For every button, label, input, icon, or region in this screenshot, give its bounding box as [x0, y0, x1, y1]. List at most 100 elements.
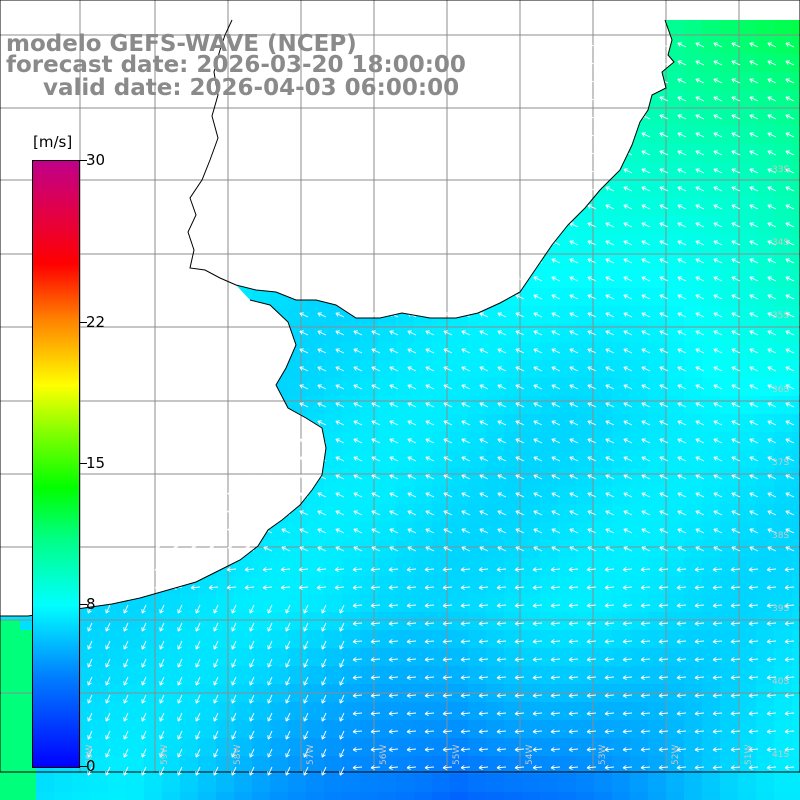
wind-arrow — [231, 622, 237, 632]
wind-arrow-head — [424, 641, 429, 644]
wind-arrow — [515, 456, 525, 462]
field-cell — [270, 612, 289, 631]
wind-arrow — [532, 712, 543, 715]
wind-arrow-head — [141, 646, 146, 650]
wind-arrow — [767, 528, 777, 534]
field-cell — [612, 702, 631, 721]
field-cell — [522, 612, 541, 631]
field-cell — [612, 486, 631, 505]
wind-arrow — [605, 366, 615, 372]
field-cell — [306, 792, 325, 800]
wind-arrow — [497, 348, 507, 354]
wind-arrow — [677, 438, 687, 444]
field-cell — [504, 648, 523, 667]
wind-arrow-head — [731, 204, 735, 209]
wind-arrow — [159, 622, 165, 632]
wind-arrow-head — [641, 294, 645, 299]
wind-arrow-head — [123, 718, 128, 722]
wind-arrow-head — [514, 605, 519, 608]
field-cell — [270, 594, 289, 613]
wind-arrow — [497, 510, 507, 516]
field-cell — [234, 792, 253, 800]
wind-arrow — [695, 402, 705, 408]
wind-arrow — [209, 546, 219, 552]
wind-arrow — [586, 604, 597, 607]
wind-arrow — [587, 348, 597, 354]
wind-arrow — [407, 330, 417, 336]
wind-arrow — [731, 168, 741, 174]
field-cell — [216, 576, 235, 595]
field-cell — [216, 774, 235, 793]
wind-arrow — [695, 258, 705, 264]
wind-arrow-head — [425, 546, 429, 551]
field-cell — [648, 504, 667, 523]
wind-arrow — [267, 640, 273, 650]
field-cell — [234, 666, 253, 685]
wind-arrow-head — [479, 330, 483, 335]
wind-arrow-head — [371, 384, 375, 389]
wind-arrow-head — [321, 700, 326, 704]
wind-arrow-head — [767, 204, 771, 209]
wind-arrow-head — [785, 240, 789, 245]
field-cell — [270, 792, 289, 800]
wind-arrow — [659, 348, 669, 354]
field-cell — [612, 648, 631, 667]
wind-arrow — [388, 622, 399, 625]
field-cell — [504, 432, 523, 451]
wind-arrow — [551, 150, 561, 156]
wind-arrow-head — [249, 646, 254, 650]
wind-arrow-head — [604, 639, 609, 643]
field-cell — [432, 648, 451, 667]
wind-arrow — [263, 474, 273, 480]
field-cell — [378, 612, 397, 631]
wind-arrow — [551, 222, 561, 228]
field-cell — [756, 702, 775, 721]
field-cell — [738, 342, 757, 361]
wind-arrow-head — [389, 420, 393, 425]
wind-arrow-head — [285, 664, 290, 668]
wind-arrow — [533, 528, 543, 534]
wind-arrow — [730, 658, 741, 661]
field-cell — [756, 90, 775, 109]
wind-arrow — [569, 150, 579, 156]
wind-arrow — [641, 240, 651, 246]
field-cell — [126, 666, 145, 685]
wind-arrow-head — [442, 569, 447, 572]
wind-arrow-head — [640, 693, 645, 697]
wind-arrow — [641, 366, 651, 372]
field-cell — [540, 774, 559, 793]
wind-arrow-head — [749, 366, 753, 371]
wind-arrow-head — [784, 677, 789, 680]
wind-arrow — [262, 568, 273, 571]
field-cell — [36, 792, 55, 800]
field-cell — [684, 360, 703, 379]
wind-arrow-head — [623, 528, 627, 533]
wind-arrow-head — [209, 510, 213, 515]
wind-arrow-head — [749, 276, 753, 281]
wind-arrow — [641, 222, 651, 228]
wind-arrow — [677, 384, 687, 390]
field-cell — [702, 198, 721, 217]
field-cell — [234, 702, 253, 721]
wind-arrow — [641, 204, 651, 210]
wind-arrow — [785, 204, 795, 210]
field-cell — [756, 486, 775, 505]
wind-arrow-head — [550, 641, 555, 644]
wind-arrow-head — [353, 402, 357, 407]
wind-arrow-head — [497, 474, 501, 479]
wind-arrow-head — [605, 132, 609, 137]
wind-arrow-head — [658, 641, 663, 644]
wind-arrow-head — [748, 621, 753, 625]
field-cell — [576, 648, 595, 667]
wind-arrow-head — [677, 420, 681, 425]
wind-arrow — [227, 492, 237, 498]
wind-arrow-head — [353, 492, 357, 497]
wind-arrow — [425, 420, 435, 426]
wind-arrow-head — [321, 664, 326, 668]
field-cell — [720, 216, 739, 235]
wind-arrow — [605, 474, 615, 480]
wind-arrow — [767, 96, 777, 102]
wind-arrow — [604, 568, 615, 571]
wind-arrow — [159, 694, 165, 704]
wind-arrow-head — [640, 659, 645, 662]
